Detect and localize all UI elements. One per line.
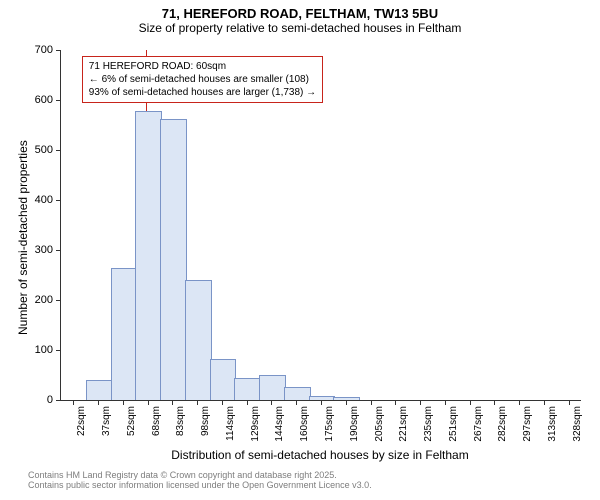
- y-tick-label: 500: [35, 144, 53, 156]
- y-tick: [56, 300, 61, 301]
- y-tick: [56, 200, 61, 201]
- y-tick: [56, 150, 61, 151]
- x-tick-label: 37sqm: [101, 406, 112, 436]
- x-tick: [197, 400, 198, 405]
- x-tick: [519, 400, 520, 405]
- x-tick: [98, 400, 99, 405]
- x-tick: [445, 400, 446, 405]
- chart-subtitle: Size of property relative to semi-detach…: [0, 21, 600, 35]
- x-tick-label: 160sqm: [299, 406, 310, 442]
- y-axis-label: Number of semi-detached properties: [16, 140, 30, 335]
- x-tick-label: 144sqm: [274, 406, 285, 442]
- histogram-bar: [86, 380, 113, 400]
- x-tick: [271, 400, 272, 405]
- y-tick: [56, 250, 61, 251]
- x-tick-label: 175sqm: [324, 406, 335, 442]
- histogram-bar: [210, 359, 237, 400]
- callout-line-3: 93% of semi-detached houses are larger (…: [89, 86, 316, 99]
- histogram-bar: [135, 111, 162, 400]
- x-tick: [420, 400, 421, 405]
- y-tick: [56, 50, 61, 51]
- footer-line-2: Contains public sector information licen…: [28, 480, 600, 490]
- x-tick: [494, 400, 495, 405]
- y-tick-label: 700: [35, 44, 53, 56]
- x-tick-label: 221sqm: [398, 406, 409, 442]
- x-tick-label: 313sqm: [547, 406, 558, 442]
- x-tick: [569, 400, 570, 405]
- x-axis-label: Distribution of semi-detached houses by …: [60, 448, 580, 462]
- x-tick-label: 328sqm: [572, 406, 583, 442]
- histogram-bar: [259, 375, 286, 400]
- x-tick: [148, 400, 149, 405]
- x-tick-label: 22sqm: [76, 406, 87, 436]
- y-tick: [56, 400, 61, 401]
- x-tick-label: 190sqm: [349, 406, 360, 442]
- x-tick-label: 52sqm: [126, 406, 137, 436]
- x-tick-label: 205sqm: [374, 406, 385, 442]
- footer-attribution: Contains HM Land Registry data © Crown c…: [0, 470, 600, 490]
- x-tick: [123, 400, 124, 405]
- x-tick-label: 83sqm: [175, 406, 186, 436]
- histogram-bar: [160, 119, 187, 400]
- footer-line-1: Contains HM Land Registry data © Crown c…: [28, 470, 600, 480]
- y-tick-label: 300: [35, 244, 53, 256]
- x-tick-label: 114sqm: [225, 406, 236, 441]
- x-tick: [247, 400, 248, 405]
- x-tick: [172, 400, 173, 405]
- x-tick-label: 251sqm: [448, 406, 459, 442]
- x-tick: [321, 400, 322, 405]
- x-tick: [296, 400, 297, 405]
- y-tick-label: 100: [35, 344, 53, 356]
- histogram-bar: [284, 387, 311, 401]
- callout-line-2: ← 6% of semi-detached houses are smaller…: [89, 73, 316, 86]
- x-tick-label: 68sqm: [151, 406, 162, 436]
- x-tick-label: 297sqm: [522, 406, 533, 442]
- y-tick-label: 200: [35, 294, 53, 306]
- y-tick-label: 400: [35, 194, 53, 206]
- histogram-bar: [111, 268, 138, 400]
- x-tick-label: 235sqm: [423, 406, 434, 442]
- x-tick: [222, 400, 223, 405]
- histogram-bar: [234, 378, 261, 400]
- histogram-bar: [185, 280, 212, 400]
- x-tick-label: 98sqm: [200, 406, 211, 436]
- y-tick: [56, 350, 61, 351]
- histogram-bar: [333, 397, 360, 401]
- y-tick-label: 600: [35, 94, 53, 106]
- x-tick-label: 282sqm: [497, 406, 508, 442]
- x-tick: [73, 400, 74, 405]
- y-tick: [56, 100, 61, 101]
- x-tick: [371, 400, 372, 405]
- x-tick-label: 129sqm: [250, 406, 261, 442]
- x-tick: [346, 400, 347, 405]
- plot-area: 71 HEREFORD ROAD: 60sqm ← 6% of semi-det…: [60, 50, 581, 401]
- chart-title: 71, HEREFORD ROAD, FELTHAM, TW13 5BU: [0, 0, 600, 21]
- x-tick: [544, 400, 545, 405]
- property-callout: 71 HEREFORD ROAD: 60sqm ← 6% of semi-det…: [82, 56, 323, 103]
- x-tick: [470, 400, 471, 405]
- callout-line-1: 71 HEREFORD ROAD: 60sqm: [89, 60, 316, 73]
- y-tick-label: 0: [47, 394, 53, 406]
- x-tick: [395, 400, 396, 405]
- chart-container: 71, HEREFORD ROAD, FELTHAM, TW13 5BU Siz…: [0, 0, 600, 500]
- x-tick-label: 267sqm: [473, 406, 484, 442]
